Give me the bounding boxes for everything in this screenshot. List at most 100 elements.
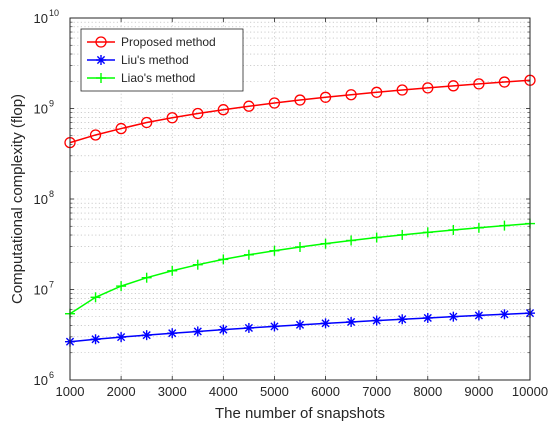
data-point-marker [319,91,332,103]
x-tick-label: 8000 [413,384,442,399]
x-tick-label: 6000 [311,384,340,399]
data-point-marker [422,312,433,323]
data-point-marker [218,254,229,265]
data-point-marker [243,322,254,333]
data-point-marker [346,316,357,327]
y-tick-label: 10 [34,192,48,207]
marker-stroke [500,310,509,319]
x-tick-label: 9000 [464,384,493,399]
marker-stroke [244,323,253,333]
data-point-marker [269,245,280,256]
y-tick-label: 10 [34,283,48,298]
legend-label: Liao's method [121,71,195,85]
data-point-marker [95,36,107,48]
marker-stroke [347,317,356,327]
y-tick-label: 10 [34,373,48,388]
data-point-marker [141,330,152,341]
marker-stroke [423,313,432,323]
legend-item: Liao's method [87,71,195,85]
data-point-marker [96,55,106,65]
marker-stroke [321,319,330,328]
series-line [69,79,531,144]
y-tick-exponent: 8 [49,189,54,199]
data-point-marker [141,272,152,283]
data-point-marker [295,241,305,252]
x-axis-label: The number of snapshots [215,405,385,422]
marker-stroke [219,325,228,334]
marker-stroke [96,55,106,65]
data-point-marker [192,326,203,337]
data-point-marker [396,84,408,96]
data-point-marker [422,227,433,238]
marker-stroke [270,322,279,331]
marker-stroke [91,335,100,344]
data-point-marker [397,314,408,325]
marker-stroke [398,315,407,324]
data-point-marker [499,220,510,231]
marker-stroke [117,332,126,342]
data-point-marker [345,89,357,101]
data-point-marker [218,324,229,335]
y-tick-exponent: 10 [49,8,59,18]
data-point-marker [346,235,357,246]
data-point-marker [295,319,305,330]
y-axis-label: Computational complexity (flop) [9,94,26,304]
x-tick-label: 1000 [56,384,85,399]
data-point-marker [448,224,459,235]
data-point-marker [473,222,484,233]
data-point-marker [498,76,511,88]
y-tick-label: 10 [34,102,48,117]
axis-ticks: 1000 2000 3000 4000 5000 6000 7000 8000 9000 1000… [34,8,549,399]
data-point-marker [243,100,255,112]
marker-stroke [449,312,458,321]
marker-stroke [295,320,305,329]
data-point-marker [447,80,459,92]
data-point-marker [320,318,331,329]
data-point-marker [116,332,127,343]
data-point-marker [397,229,408,240]
data-point-marker [473,78,485,90]
y-tick-label: 10 [34,11,48,26]
data-point-marker [243,249,254,260]
data-point-marker [166,112,178,124]
marker-stroke [372,316,381,325]
data-point-marker [141,116,153,129]
x-tick-label: 2000 [107,384,136,399]
data-point-marker [448,311,459,322]
data-point-marker [192,107,204,120]
data-point-marker [294,94,306,106]
data-point-marker [167,328,178,339]
data-point-marker [422,82,434,94]
y-tick-exponent: 6 [49,370,54,380]
x-tick-label: 4000 [209,384,238,399]
data-point-marker [371,86,383,98]
x-tick-label: 7000 [362,384,391,399]
data-point-marker [217,104,229,116]
data-point-marker [89,129,102,141]
data-point-marker [371,232,382,243]
x-tick-label: 3000 [158,384,187,399]
data-point-marker [473,310,484,321]
legend-item: Proposed method [87,35,216,49]
data-point-marker [320,238,331,249]
marker-stroke [168,329,177,338]
data-point-marker [96,73,106,83]
series-proposed-method [64,74,536,149]
x-tick-label: 5000 [260,384,289,399]
data-point-marker [115,122,127,135]
legend: Proposed method Liu's method Liao's method [80,28,244,92]
data-point-marker [167,265,178,276]
data-point-marker [499,309,510,320]
data-point-marker [90,292,101,303]
marker-stroke [474,311,483,320]
y-tick-exponent: 9 [49,99,54,109]
data-point-marker [192,259,203,270]
data-point-marker [90,334,101,345]
marker-stroke [142,331,151,340]
data-point-marker [116,281,127,292]
x-tick-label: 10000 [512,384,548,399]
legend-label: Liu's method [121,53,189,67]
y-tick-exponent: 7 [49,280,54,290]
series-liao-s-method [65,218,535,319]
